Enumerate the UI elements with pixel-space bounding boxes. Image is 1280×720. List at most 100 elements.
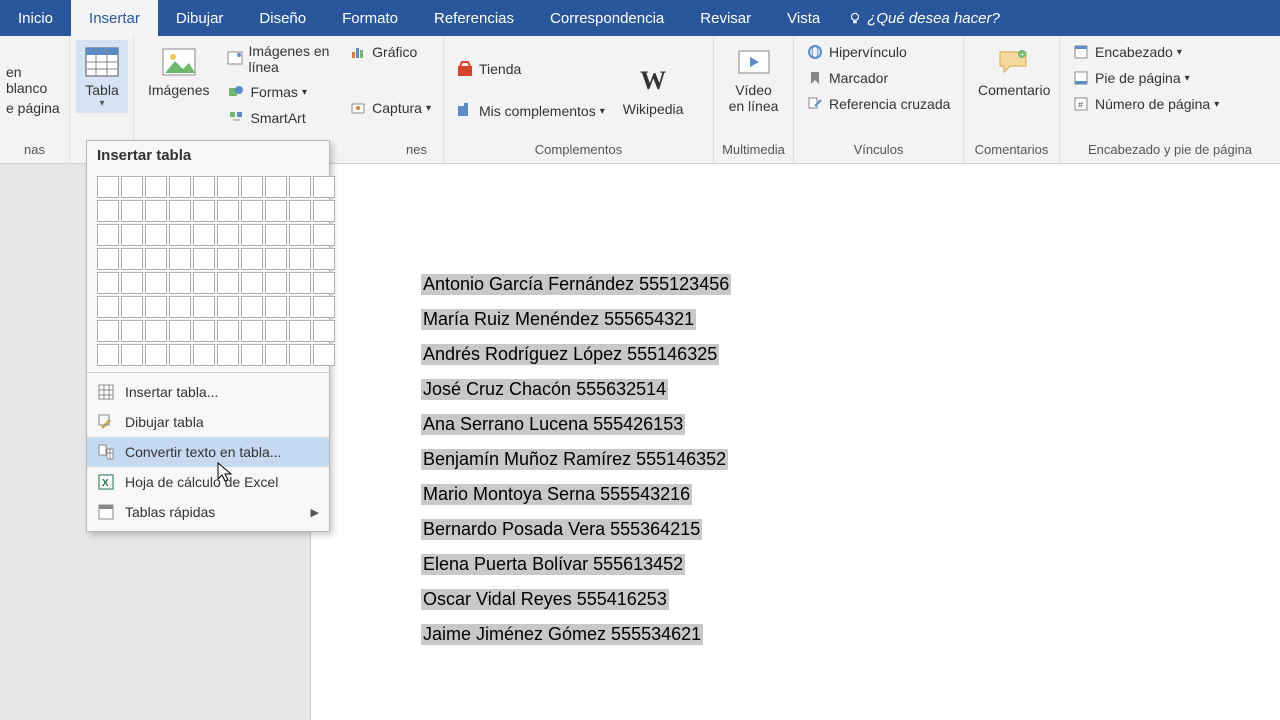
grid-cell[interactable] — [145, 224, 167, 246]
menu-insert-table[interactable]: Insertar tabla... — [87, 377, 329, 407]
grid-cell[interactable] — [241, 320, 263, 342]
grid-cell[interactable] — [169, 248, 191, 270]
grid-cell[interactable] — [265, 248, 287, 270]
document-text-line[interactable]: Elena Puerta Bolívar 555613452 — [421, 554, 685, 575]
grid-cell[interactable] — [217, 344, 239, 366]
grid-cell[interactable] — [97, 344, 119, 366]
grid-cell[interactable] — [121, 320, 143, 342]
document-text-line[interactable]: Jaime Jiménez Gómez 555534621 — [421, 624, 703, 645]
grid-cell[interactable] — [121, 200, 143, 222]
grid-cell[interactable] — [97, 200, 119, 222]
pie-pagina-button[interactable]: Pie de página ▾ — [1066, 66, 1225, 90]
marcador-button[interactable]: Marcador — [800, 66, 956, 90]
formas-button[interactable]: Formas ▾ — [221, 80, 339, 104]
grid-cell[interactable] — [145, 272, 167, 294]
menu-draw-table[interactable]: Dibujar tabla — [87, 407, 329, 437]
tab-formato[interactable]: Formato — [324, 0, 416, 36]
grid-cell[interactable] — [97, 272, 119, 294]
tell-me-hint[interactable]: ¿Qué desea hacer? — [838, 0, 1010, 36]
grid-cell[interactable] — [313, 200, 335, 222]
grid-cell[interactable] — [217, 320, 239, 342]
referencia-cruzada-button[interactable]: Referencia cruzada — [800, 92, 956, 116]
grid-cell[interactable] — [193, 176, 215, 198]
hipervinculo-button[interactable]: Hipervínculo — [800, 40, 956, 64]
grid-cell[interactable] — [97, 248, 119, 270]
grid-cell[interactable] — [313, 248, 335, 270]
grid-cell[interactable] — [241, 176, 263, 198]
grid-cell[interactable] — [313, 176, 335, 198]
tab-correspondencia[interactable]: Correspondencia — [532, 0, 682, 36]
grid-cell[interactable] — [193, 272, 215, 294]
grid-cell[interactable] — [145, 296, 167, 318]
menu-quick-tables[interactable]: Tablas rápidas ▶ — [87, 497, 329, 527]
grid-cell[interactable] — [193, 248, 215, 270]
comentario-button[interactable]: + Comentario — [970, 40, 1056, 102]
grid-cell[interactable] — [169, 200, 191, 222]
grid-cell[interactable] — [289, 344, 311, 366]
grid-cell[interactable] — [193, 224, 215, 246]
tab-inicio[interactable]: Inicio — [0, 0, 71, 36]
tienda-button[interactable]: Tienda — [450, 57, 611, 81]
menu-excel-sheet[interactable]: X Hoja de cálculo de Excel — [87, 467, 329, 497]
tab-revisar[interactable]: Revisar — [682, 0, 769, 36]
grid-cell[interactable] — [121, 248, 143, 270]
grid-cell[interactable] — [313, 344, 335, 366]
grid-cell[interactable] — [265, 224, 287, 246]
tab-diseno[interactable]: Diseño — [241, 0, 324, 36]
grid-cell[interactable] — [217, 224, 239, 246]
smartart-button[interactable]: SmartArt — [221, 106, 339, 130]
grid-cell[interactable] — [289, 320, 311, 342]
grid-cell[interactable] — [121, 296, 143, 318]
document-text-line[interactable]: Mario Montoya Serna 555543216 — [421, 484, 692, 505]
grid-cell[interactable] — [217, 296, 239, 318]
grid-cell[interactable] — [289, 224, 311, 246]
grid-cell[interactable] — [241, 224, 263, 246]
document-text-line[interactable]: Andrés Rodríguez López 555146325 — [421, 344, 719, 365]
document-text-line[interactable]: Ana Serrano Lucena 555426153 — [421, 414, 685, 435]
grid-cell[interactable] — [265, 296, 287, 318]
grid-cell[interactable] — [241, 344, 263, 366]
grid-cell[interactable] — [313, 320, 335, 342]
encabezado-button[interactable]: Encabezado ▾ — [1066, 40, 1225, 64]
mis-complementos-button[interactable]: Mis complementos ▾ — [450, 99, 611, 123]
grid-cell[interactable] — [265, 176, 287, 198]
grid-cell[interactable] — [193, 320, 215, 342]
grid-cell[interactable] — [241, 248, 263, 270]
grid-cell[interactable] — [97, 296, 119, 318]
grid-cell[interactable] — [289, 248, 311, 270]
grid-cell[interactable] — [121, 224, 143, 246]
grid-cell[interactable] — [193, 200, 215, 222]
grid-cell[interactable] — [145, 320, 167, 342]
grid-cell[interactable] — [313, 296, 335, 318]
grid-cell[interactable] — [169, 344, 191, 366]
grid-cell[interactable] — [145, 344, 167, 366]
grid-cell[interactable] — [97, 320, 119, 342]
grid-cell[interactable] — [265, 320, 287, 342]
captura-button[interactable]: Captura ▾ — [343, 96, 437, 120]
menu-convert-text[interactable]: Convertir texto en tabla... — [87, 437, 329, 467]
grid-cell[interactable] — [169, 296, 191, 318]
grid-cell[interactable] — [265, 344, 287, 366]
grid-cell[interactable] — [169, 320, 191, 342]
document-text-line[interactable]: Benjamín Muñoz Ramírez 555146352 — [421, 449, 728, 470]
imagenes-en-linea-button[interactable]: Imágenes en línea — [221, 40, 339, 78]
document-text-line[interactable]: María Ruiz Menéndez 555654321 — [421, 309, 696, 330]
grid-cell[interactable] — [217, 272, 239, 294]
grid-cell[interactable] — [169, 224, 191, 246]
video-button[interactable]: Vídeo en línea — [720, 40, 787, 118]
tab-insertar[interactable]: Insertar — [71, 0, 158, 36]
grid-cell[interactable] — [145, 248, 167, 270]
grid-cell[interactable] — [241, 200, 263, 222]
wikipedia-button[interactable]: W Wikipedia — [615, 59, 692, 121]
grid-cell[interactable] — [289, 200, 311, 222]
grid-cell[interactable] — [145, 176, 167, 198]
grid-cell[interactable] — [289, 272, 311, 294]
grid-cell[interactable] — [241, 272, 263, 294]
document-text-line[interactable]: Oscar Vidal Reyes 555416253 — [421, 589, 669, 610]
document-page[interactable]: Antonio García Fernández 555123456María … — [310, 164, 1268, 720]
grid-cell[interactable] — [265, 272, 287, 294]
grid-cell[interactable] — [193, 296, 215, 318]
grid-cell[interactable] — [97, 176, 119, 198]
grid-cell[interactable] — [313, 224, 335, 246]
tab-vista[interactable]: Vista — [769, 0, 838, 36]
